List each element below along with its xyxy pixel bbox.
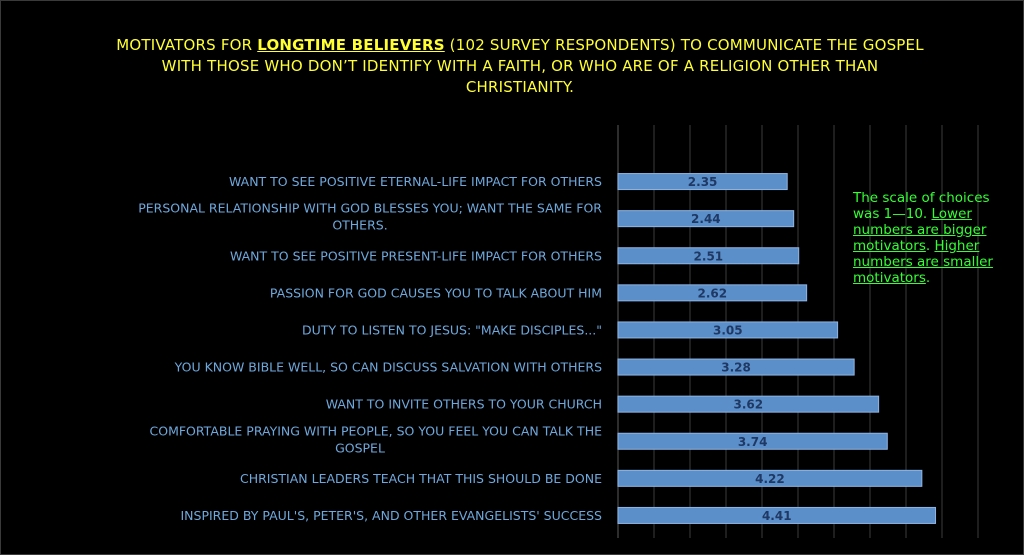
value-label: 2.62: [698, 286, 728, 300]
bars: [617, 173, 937, 524]
category-label-line: YOU KNOW BIBLE WELL, SO CAN DISCUSS SALV…: [174, 360, 602, 375]
note-part2: Lower numbers are bigger motivators: [853, 206, 987, 254]
category-label-line: WANT TO SEE POSITIVE ETERNAL-LIFE IMPACT…: [229, 174, 602, 189]
scale-note: The scale of choices was 1—10. Lower num…: [853, 190, 1013, 286]
category-label: YOU KNOW BIBLE WELL, SO CAN DISCUSS SALV…: [174, 360, 602, 375]
value-label: 2.44: [691, 212, 721, 226]
value-label: 3.62: [734, 398, 764, 412]
category-label-line: WANT TO INVITE OTHERS TO YOUR CHURCH: [326, 397, 602, 412]
value-label: 4.22: [755, 472, 785, 486]
category-label-line: PASSION FOR GOD CAUSES YOU TO TALK ABOUT…: [270, 285, 602, 300]
category-labels: WANT TO SEE POSITIVE ETERNAL-LIFE IMPACT…: [138, 174, 602, 523]
category-label-line: WANT TO SEE POSITIVE PRESENT-LIFE IMPACT…: [230, 248, 602, 263]
title-prefix: MOTIVATORS FOR: [116, 36, 258, 54]
bar: [617, 210, 795, 228]
note-part4: Higher numbers are smaller motivators: [853, 238, 993, 286]
category-label: DUTY TO LISTEN TO JESUS: "MAKE DISCIPLES…: [302, 322, 602, 337]
note-part5: .: [925, 270, 931, 286]
title-suffix: (102 SURVEY RESPONDENTS) TO COMMUNICATE …: [161, 36, 924, 96]
category-label-line: INSPIRED BY PAUL'S, PETER'S, AND OTHER E…: [180, 508, 602, 523]
bar: [617, 321, 839, 339]
category-label: CHRISTIAN LEADERS TEACH THAT THIS SHOULD…: [240, 471, 602, 486]
value-label: 3.05: [713, 323, 743, 337]
value-label: 4.41: [762, 509, 792, 523]
bar: [617, 173, 788, 191]
chart-title: MOTIVATORS FOR LONGTIME BELIEVERS (102 S…: [110, 35, 930, 98]
value-label: 2.35: [688, 175, 718, 189]
category-label-line: GOSPEL: [335, 440, 385, 455]
category-label: WANT TO SEE POSITIVE ETERNAL-LIFE IMPACT…: [229, 174, 602, 189]
category-label-line: COMFORTABLE PRAYING WITH PEOPLE, SO YOU …: [150, 423, 603, 438]
category-label-line: OTHERS.: [332, 218, 387, 233]
category-label-line: CHRISTIAN LEADERS TEACH THAT THIS SHOULD…: [240, 471, 602, 486]
bar: [617, 432, 888, 450]
value-label: 3.28: [721, 361, 751, 375]
value-label: 3.74: [738, 435, 768, 449]
bar: [617, 469, 923, 487]
category-label-line: DUTY TO LISTEN TO JESUS: "MAKE DISCIPLES…: [302, 322, 602, 337]
value-label: 2.51: [694, 249, 724, 263]
category-label: INSPIRED BY PAUL'S, PETER'S, AND OTHER E…: [180, 508, 602, 523]
category-label-line: PERSONAL RELATIONSHIP WITH GOD BLESSES Y…: [138, 201, 602, 216]
note-part1: The scale of choices was 1—10.: [853, 190, 990, 222]
title-highlight: LONGTIME BELIEVERS: [257, 36, 445, 54]
value-labels: 2.35 2.44 2.51 2.62 3.05 3.28 3.62 3.74 4.22 4.41: [688, 175, 792, 523]
bar: [617, 358, 855, 376]
bar: [617, 247, 800, 265]
category-label: PASSION FOR GOD CAUSES YOU TO TALK ABOUT…: [270, 285, 602, 300]
bar: [617, 395, 880, 413]
category-label: WANT TO SEE POSITIVE PRESENT-LIFE IMPACT…: [230, 248, 602, 263]
category-label: PERSONAL RELATIONSHIP WITH GOD BLESSES Y…: [138, 201, 602, 233]
note-part3: .: [925, 238, 935, 254]
category-label: WANT TO INVITE OTHERS TO YOUR CHURCH: [326, 397, 602, 412]
category-label: COMFORTABLE PRAYING WITH PEOPLE, SO YOU …: [150, 423, 603, 455]
bar: [617, 506, 937, 524]
bar: [617, 284, 808, 302]
